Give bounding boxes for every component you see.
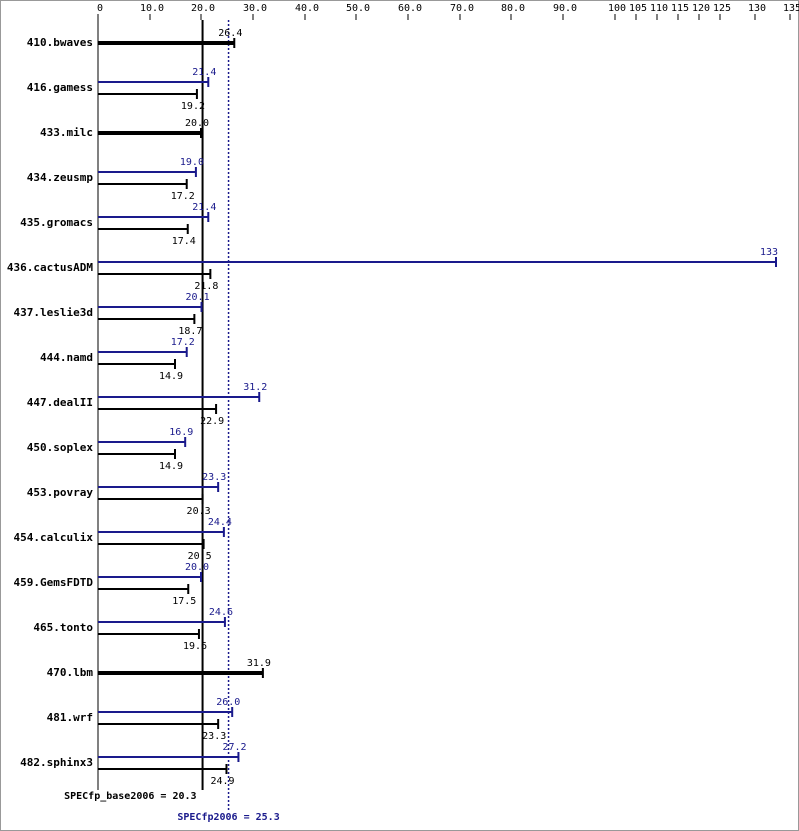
value-label: 20.5 [188,551,212,562]
value-label: 26.4 [218,28,242,39]
value-label: 23.3 [202,472,226,483]
category-label: 444.namd [40,351,93,364]
x-tick-label: 30.0 [243,3,267,14]
value-label: 20.3 [187,506,211,517]
value-label: 17.2 [171,337,195,348]
value-label: 19.2 [181,101,205,112]
value-label: 22.9 [200,416,224,427]
x-tick-label: 130 [748,3,766,14]
value-label: 19.0 [180,157,204,168]
category-label: 447.dealII [27,396,93,409]
category-label: 436.cactusADM [7,261,93,274]
value-label: 17.4 [172,236,196,247]
x-tick-label: 70.0 [450,3,474,14]
category-label: 454.calculix [14,531,94,544]
x-tick-label: 105 [629,3,647,14]
value-label: 20.0 [185,118,209,129]
category-label: 450.soplex [27,441,94,454]
value-label: 24.4 [208,517,232,528]
value-label: 17.2 [171,191,195,202]
x-tick-label: 60.0 [398,3,422,14]
value-label: 21.8 [194,281,218,292]
value-label: 31.2 [243,382,267,393]
category-label: 434.zeusmp [27,171,94,184]
x-tick-label: 125 [713,3,731,14]
x-tick-label: 110 [650,3,668,14]
value-label: 21.4 [192,202,216,213]
value-label: 133 [760,247,778,258]
x-tick-label: 20.0 [191,3,215,14]
value-label: 23.3 [202,731,226,742]
category-label: 433.milc [40,126,93,139]
category-label: 437.leslie3d [14,306,93,319]
value-label: 18.7 [178,326,202,337]
category-label: 470.lbm [47,666,94,679]
value-label: 24.6 [209,607,233,618]
category-label: 416.gamess [27,81,93,94]
x-tick-label: 0 [97,3,103,14]
x-tick-label: 10.0 [140,3,164,14]
category-label: 465.tonto [33,621,93,634]
value-label: 17.5 [172,596,196,607]
category-label: 459.GemsFDTD [14,576,94,589]
x-tick-label: 90.0 [553,3,577,14]
x-tick-label: 135 [783,3,799,14]
value-label: 19.6 [183,641,207,652]
x-tick-label: 115 [671,3,689,14]
value-label: 21.4 [192,67,216,78]
x-tick-label: 80.0 [501,3,525,14]
value-label: 31.9 [247,658,271,669]
category-label: 481.wrf [47,711,93,724]
category-label: 453.povray [27,486,94,499]
category-label: 435.gromacs [20,216,93,229]
value-label: 16.9 [169,427,193,438]
value-label: 26.0 [216,697,240,708]
reference-label: SPECfp_base2006 = 20.3 [64,791,196,802]
value-label: 14.9 [159,461,183,472]
value-label: 20.0 [185,562,209,573]
reference-label: SPECfp2006 = 25.3 [177,812,279,823]
category-label: 410.bwaves [27,36,93,49]
x-tick-label: 40.0 [295,3,319,14]
value-label: 20.1 [186,292,210,303]
x-tick-label: 120 [692,3,710,14]
value-label: 24.9 [210,776,234,787]
value-label: 27.2 [222,742,246,753]
category-label: 482.sphinx3 [20,756,93,769]
value-label: 14.9 [159,371,183,382]
x-tick-label: 100 [608,3,626,14]
x-tick-label: 50.0 [346,3,370,14]
